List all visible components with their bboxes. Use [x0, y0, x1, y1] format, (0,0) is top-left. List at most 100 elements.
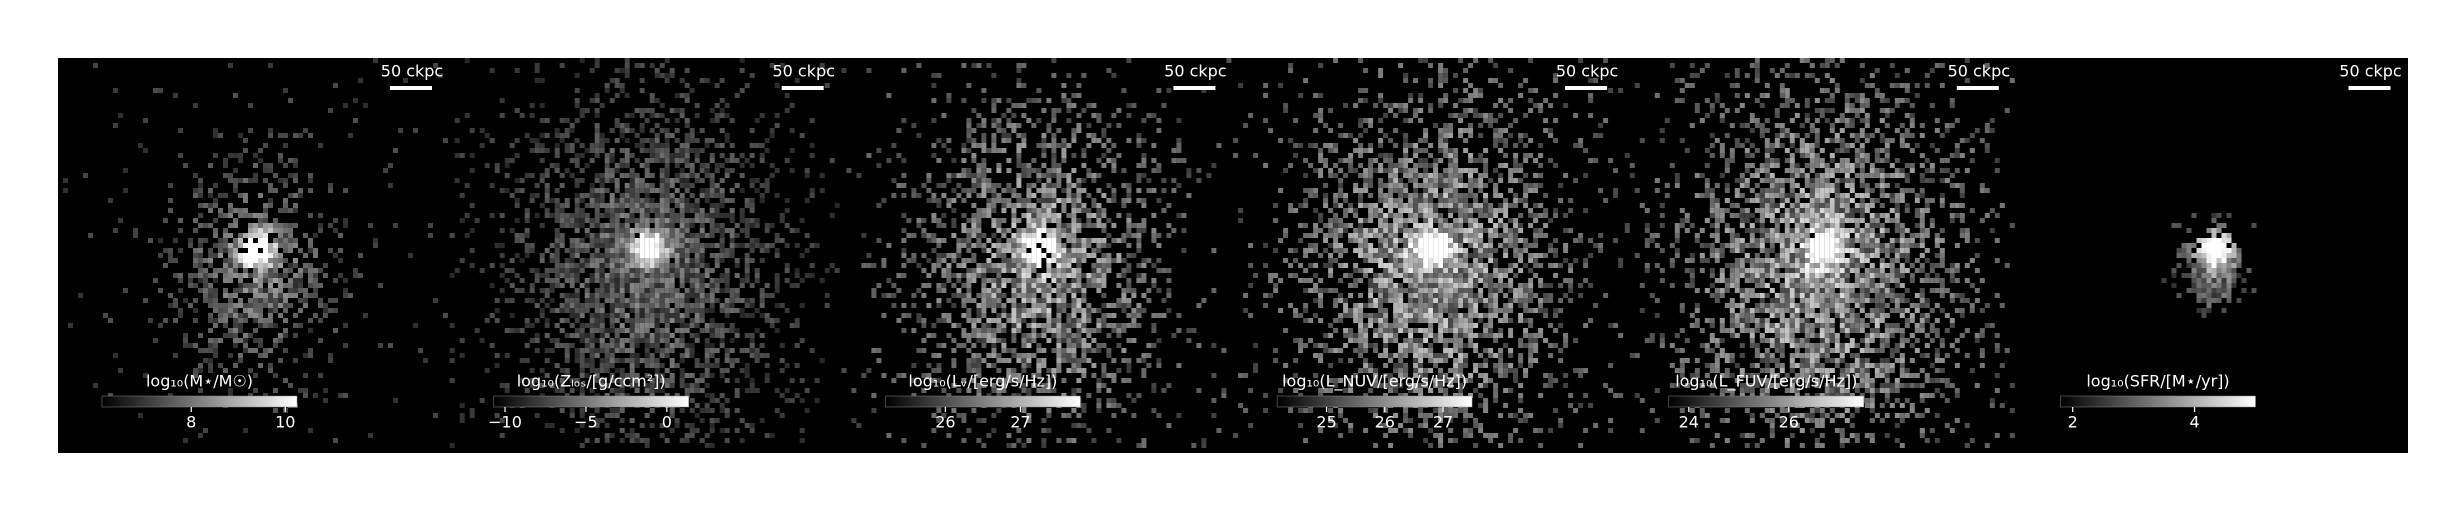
pixel — [579, 303, 585, 308]
pixel — [1111, 73, 1117, 78]
pixel — [579, 388, 585, 393]
pixel — [936, 238, 942, 243]
pixel — [1021, 203, 1027, 208]
pixel — [1081, 248, 1087, 253]
pixel — [966, 288, 972, 293]
pixel — [976, 238, 982, 243]
pixel — [1006, 183, 1012, 188]
pixel — [1136, 198, 1142, 203]
pixel — [911, 393, 917, 398]
pixel — [1146, 363, 1152, 368]
pixel — [534, 268, 540, 273]
pixel — [293, 263, 298, 268]
pixel — [303, 268, 308, 273]
pixel — [699, 288, 705, 293]
pixel — [393, 398, 398, 403]
pixel — [709, 293, 715, 298]
pixel — [1443, 188, 1449, 193]
pixel — [1096, 323, 1102, 328]
pixel — [218, 133, 223, 138]
pixel — [896, 273, 902, 278]
pixel — [921, 338, 927, 343]
pixel — [1076, 343, 1082, 348]
pixel — [824, 303, 830, 308]
pixel — [1071, 198, 1077, 203]
pixel — [1111, 403, 1117, 408]
pixel — [654, 68, 660, 73]
pixel — [564, 133, 570, 138]
pixel — [1071, 243, 1077, 248]
pixel — [1026, 233, 1032, 238]
pixel — [1523, 78, 1529, 83]
pixel — [283, 268, 288, 273]
pixel — [1076, 268, 1082, 273]
pixel — [574, 268, 580, 273]
pixel — [1318, 113, 1324, 118]
pixel — [1141, 358, 1147, 363]
pixel — [956, 343, 962, 348]
pixel — [901, 438, 907, 443]
pixel — [684, 223, 690, 228]
pixel — [258, 228, 263, 233]
pixel — [619, 373, 625, 378]
pixel — [659, 168, 665, 173]
pixel — [654, 223, 660, 228]
pixel — [619, 288, 625, 293]
pixel — [1026, 333, 1032, 338]
pixel — [1056, 338, 1062, 343]
pixel — [1021, 353, 1027, 358]
pixel — [584, 218, 590, 223]
pixel — [1378, 163, 1384, 168]
pixel — [83, 173, 88, 178]
pixel — [1051, 213, 1057, 218]
pixel — [273, 258, 278, 263]
pixel — [986, 148, 992, 153]
pixel — [694, 333, 700, 338]
pixel — [694, 153, 700, 158]
pixel — [1121, 168, 1127, 173]
pixel — [649, 153, 655, 158]
pixel — [794, 323, 800, 328]
pixel — [759, 198, 765, 203]
pixel — [459, 218, 465, 223]
pixel — [1106, 348, 1112, 353]
pixel — [168, 198, 173, 203]
pixel — [1583, 173, 1589, 178]
pixel — [916, 223, 922, 228]
pixel — [479, 128, 485, 133]
pixel — [1016, 373, 1022, 378]
pixel — [1221, 348, 1227, 353]
pixel — [233, 178, 238, 183]
pixel — [589, 328, 595, 333]
pixel — [699, 163, 705, 168]
pixel — [1116, 108, 1122, 113]
pixel — [779, 393, 785, 398]
pixel — [263, 258, 268, 263]
pixel — [744, 278, 750, 283]
pixel — [881, 263, 887, 268]
pixel — [614, 278, 620, 283]
pixel — [278, 243, 283, 248]
pixel — [679, 373, 685, 378]
pixel — [258, 158, 263, 163]
pixel — [1031, 353, 1037, 358]
pixel — [769, 63, 775, 68]
pixel — [233, 318, 238, 323]
pixel — [534, 193, 540, 198]
pixel — [996, 303, 1002, 308]
pixel — [1418, 163, 1424, 168]
pixel — [1016, 183, 1022, 188]
pixel — [233, 268, 238, 273]
pixel — [534, 303, 540, 308]
pixel — [654, 298, 660, 303]
pixel — [639, 248, 645, 253]
pixel — [1081, 238, 1087, 243]
pixel — [1318, 108, 1324, 113]
pixel — [614, 393, 620, 398]
pixel — [348, 293, 353, 298]
pixel — [1433, 163, 1439, 168]
pixel — [639, 188, 645, 193]
pixel — [183, 333, 188, 338]
pixel — [1393, 188, 1399, 193]
pixel — [1368, 173, 1374, 178]
